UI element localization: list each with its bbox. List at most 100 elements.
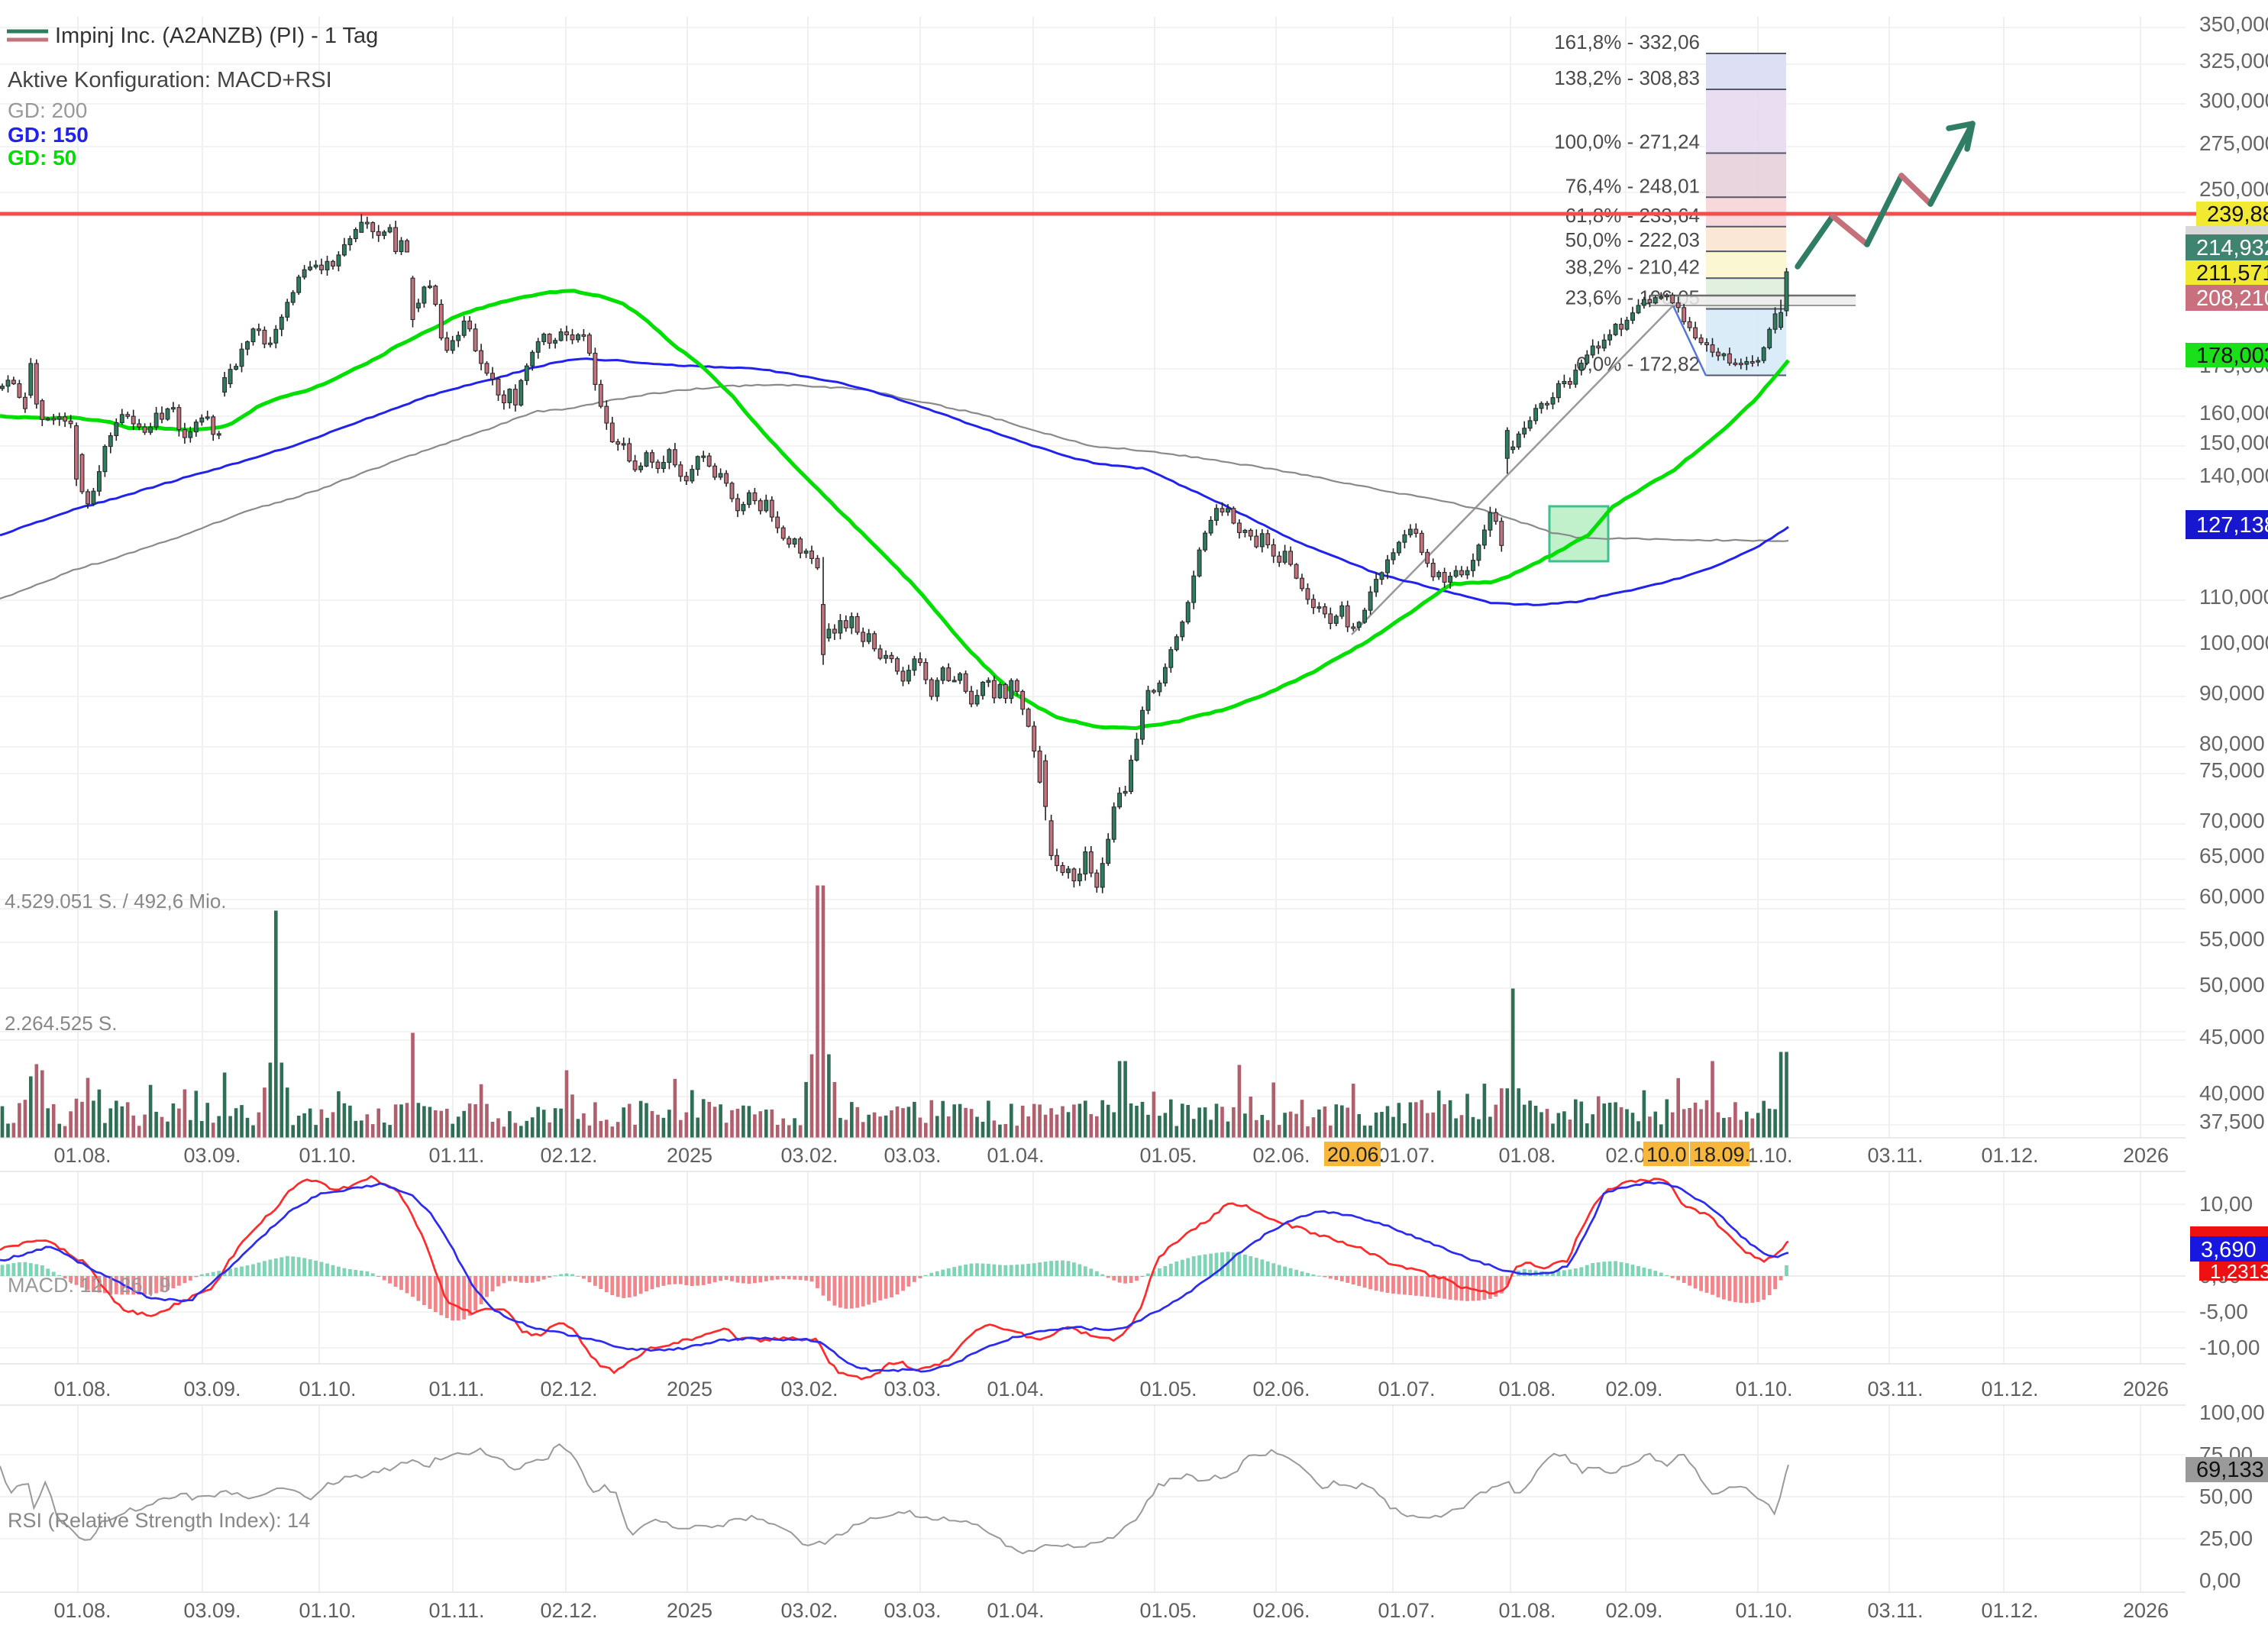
svg-text:140,000: 140,000 xyxy=(2199,464,2268,487)
svg-text:20.06.: 20.06. xyxy=(1327,1143,1384,1166)
svg-text:GD: 50: GD: 50 xyxy=(8,146,76,170)
svg-text:80,000: 80,000 xyxy=(2199,732,2265,755)
svg-text:02.06.: 02.06. xyxy=(1252,1144,1310,1167)
svg-text:01.08.: 01.08. xyxy=(1498,1378,1556,1401)
svg-text:01.12.: 01.12. xyxy=(1981,1378,2038,1401)
svg-text:350,000: 350,000 xyxy=(2199,12,2268,36)
svg-text:01.10.: 01.10. xyxy=(1735,1378,1792,1401)
svg-text:01.08.: 01.08. xyxy=(53,1599,111,1622)
svg-text:02.12.: 02.12. xyxy=(540,1144,597,1167)
svg-text:01.05.: 01.05. xyxy=(1139,1144,1197,1167)
svg-text:03.03.: 03.03. xyxy=(884,1599,941,1622)
svg-text:300,000: 300,000 xyxy=(2199,89,2268,112)
svg-text:2026: 2026 xyxy=(2123,1144,2169,1167)
svg-text:02.12.: 02.12. xyxy=(540,1599,597,1622)
svg-text:208,210: 208,210 xyxy=(2196,286,2268,311)
svg-text:01.10.: 01.10. xyxy=(299,1144,356,1167)
svg-text:01.11.: 01.11. xyxy=(428,1144,484,1167)
svg-text:2025: 2025 xyxy=(667,1378,712,1401)
svg-text:02.09.: 02.09. xyxy=(1605,1599,1662,1622)
svg-text:25,00: 25,00 xyxy=(2199,1527,2253,1550)
svg-text:03.02.: 03.02. xyxy=(780,1599,838,1622)
svg-text:03.11.: 03.11. xyxy=(1867,1378,1923,1401)
svg-text:03.09.: 03.09. xyxy=(183,1378,241,1401)
svg-text:178,003: 178,003 xyxy=(2196,344,2268,368)
svg-text:GD: 150: GD: 150 xyxy=(8,123,89,147)
svg-text:1,23134: 1,23134 xyxy=(2210,1260,2268,1283)
svg-text:01.12.: 01.12. xyxy=(1981,1599,2038,1622)
svg-text:01.10.: 01.10. xyxy=(1735,1599,1792,1622)
svg-text:50,00: 50,00 xyxy=(2199,1485,2253,1508)
svg-text:-5,00: -5,00 xyxy=(2199,1300,2248,1323)
svg-text:GD: 200: GD: 200 xyxy=(8,99,87,122)
svg-text:250,000: 250,000 xyxy=(2199,177,2268,201)
svg-text:02.06.: 02.06. xyxy=(1252,1378,1310,1401)
svg-text:Aktive Konfiguration: MACD+RSI: Aktive Konfiguration: MACD+RSI xyxy=(8,68,332,92)
svg-text:70,000: 70,000 xyxy=(2199,809,2265,832)
svg-text:69,133: 69,133 xyxy=(2196,1458,2264,1482)
svg-text:01.11.: 01.11. xyxy=(428,1599,484,1622)
svg-text:127,138: 127,138 xyxy=(2196,513,2268,538)
svg-text:214,932: 214,932 xyxy=(2196,236,2268,260)
svg-text:100,0% - 271,24: 100,0% - 271,24 xyxy=(1554,131,1700,153)
svg-text:03.11.: 03.11. xyxy=(1867,1599,1923,1622)
svg-text:01.04.: 01.04. xyxy=(987,1599,1044,1622)
svg-text:03.09.: 03.09. xyxy=(183,1599,241,1622)
svg-text:55,000: 55,000 xyxy=(2199,927,2265,951)
svg-text:01.07.: 01.07. xyxy=(1378,1599,1435,1622)
svg-text:01.07.: 01.07. xyxy=(1378,1144,1435,1167)
svg-text:50,000: 50,000 xyxy=(2199,973,2265,997)
svg-text:325,000: 325,000 xyxy=(2199,49,2268,73)
svg-text:160,000: 160,000 xyxy=(2199,401,2268,425)
svg-text:02.09.: 02.09. xyxy=(1605,1378,1662,1401)
svg-text:03.03.: 03.03. xyxy=(884,1144,941,1167)
svg-text:01.08.: 01.08. xyxy=(53,1144,111,1167)
svg-text:90,000: 90,000 xyxy=(2199,681,2265,705)
svg-text:02.12.: 02.12. xyxy=(540,1378,597,1401)
svg-text:239,880: 239,880 xyxy=(2207,202,2268,227)
svg-text:10.0: 10.0 xyxy=(1646,1143,1687,1166)
svg-text:3,690: 3,690 xyxy=(2201,1238,2257,1262)
svg-text:03.02.: 03.02. xyxy=(780,1144,838,1167)
svg-text:50,0% - 222,03: 50,0% - 222,03 xyxy=(1565,228,1700,251)
svg-text:76,4% - 248,01: 76,4% - 248,01 xyxy=(1565,174,1700,197)
svg-text:02.06.: 02.06. xyxy=(1252,1599,1310,1622)
svg-text:0,00: 0,00 xyxy=(2199,1569,2241,1592)
svg-text:01.08.: 01.08. xyxy=(1498,1599,1556,1622)
svg-text:2025: 2025 xyxy=(667,1599,712,1622)
svg-text:0,0% - 172,82: 0,0% - 172,82 xyxy=(1576,353,1700,376)
svg-text:2026: 2026 xyxy=(2123,1378,2169,1401)
svg-text:Impinj Inc. (A2ANZB) (PI) - 1: Impinj Inc. (A2ANZB) (PI) - 1 Tag xyxy=(55,24,378,48)
svg-text:01.04.: 01.04. xyxy=(987,1378,1044,1401)
svg-text:40,000: 40,000 xyxy=(2199,1081,2265,1105)
svg-text:01.05.: 01.05. xyxy=(1139,1599,1197,1622)
svg-text:45,000: 45,000 xyxy=(2199,1025,2265,1048)
svg-text:01.08.: 01.08. xyxy=(53,1378,111,1401)
svg-text:01.04.: 01.04. xyxy=(987,1144,1044,1167)
svg-text:211,571: 211,571 xyxy=(2196,261,2268,286)
svg-text:2025: 2025 xyxy=(667,1144,712,1167)
svg-text:01.12.: 01.12. xyxy=(1981,1144,2038,1167)
svg-text:37,500: 37,500 xyxy=(2199,1110,2265,1133)
svg-text:100,00: 100,00 xyxy=(2199,1401,2265,1424)
svg-text:01.11.: 01.11. xyxy=(428,1378,484,1401)
svg-text:100,000: 100,000 xyxy=(2199,631,2268,654)
svg-text:138,2% - 308,83: 138,2% - 308,83 xyxy=(1554,66,1700,89)
svg-text:60,000: 60,000 xyxy=(2199,884,2265,908)
svg-text:275,000: 275,000 xyxy=(2199,131,2268,155)
svg-text:03.09.: 03.09. xyxy=(183,1144,241,1167)
svg-text:38,2% - 210,42: 38,2% - 210,42 xyxy=(1565,255,1700,278)
svg-text:4.529.051 S. / 492,6 Mio.: 4.529.051 S. / 492,6 Mio. xyxy=(5,890,227,913)
svg-text:03.11.: 03.11. xyxy=(1867,1144,1923,1167)
svg-text:2.264.525 S.: 2.264.525 S. xyxy=(5,1012,117,1035)
svg-text:03.02.: 03.02. xyxy=(780,1378,838,1401)
svg-text:01.10.: 01.10. xyxy=(299,1378,356,1401)
svg-text:01.05.: 01.05. xyxy=(1139,1378,1197,1401)
svg-text:01.08.: 01.08. xyxy=(1498,1144,1556,1167)
svg-text:2026: 2026 xyxy=(2123,1599,2169,1622)
svg-text:RSI (Relative Strength Index):: RSI (Relative Strength Index): 14 xyxy=(8,1509,310,1532)
svg-text:10,00: 10,00 xyxy=(2199,1192,2253,1216)
svg-text:03.03.: 03.03. xyxy=(884,1378,941,1401)
svg-text:01.07.: 01.07. xyxy=(1378,1378,1435,1401)
svg-text:18.09.: 18.09. xyxy=(1693,1143,1750,1166)
